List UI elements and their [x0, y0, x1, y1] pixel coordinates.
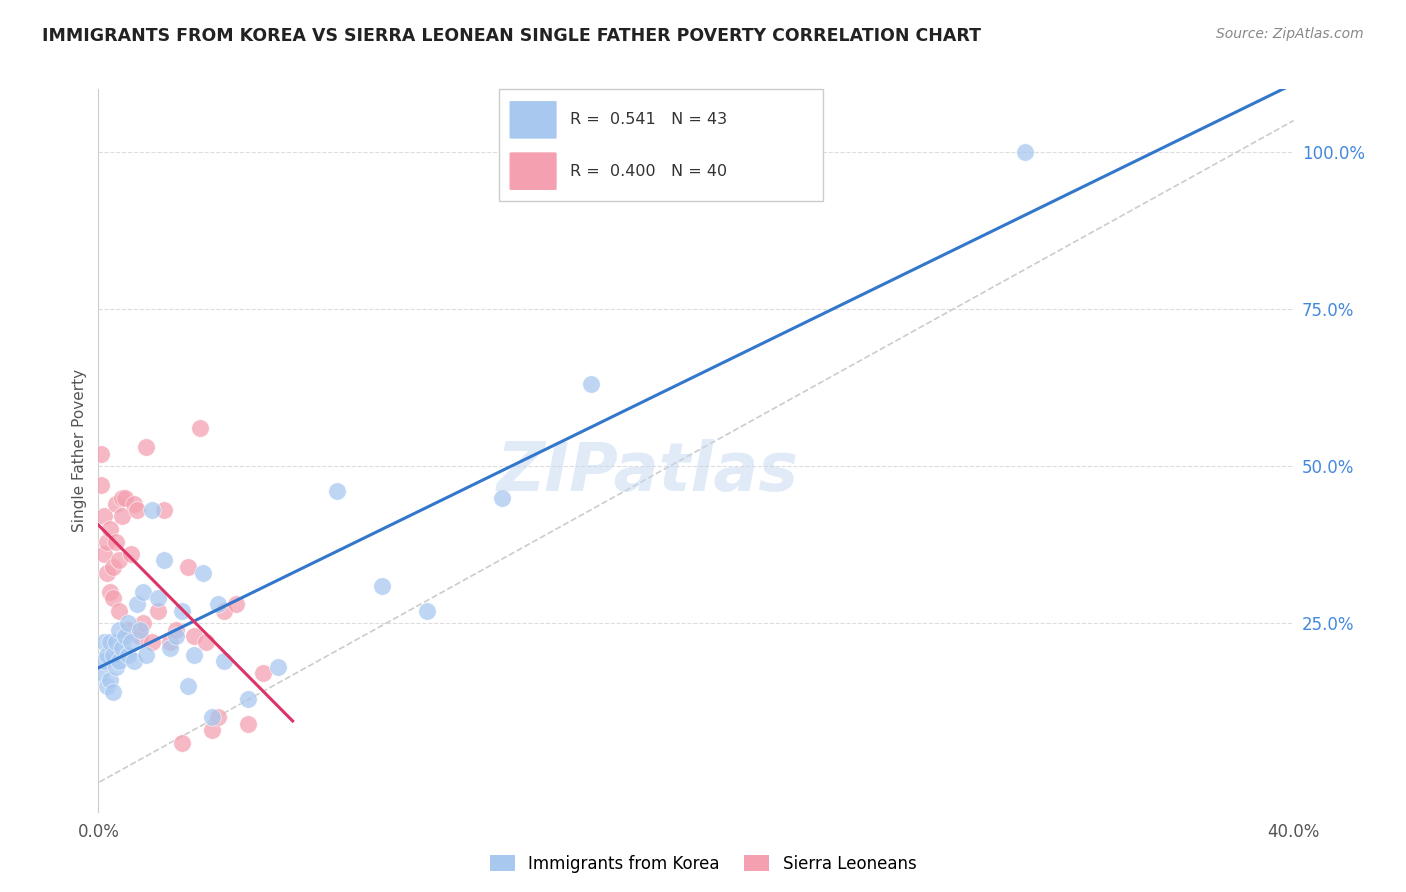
Point: [105, 660, 128, 674]
Point: [105, 534, 128, 549]
Point: [195, 635, 218, 649]
Point: [90, 666, 112, 681]
FancyBboxPatch shape: [509, 100, 557, 139]
Point: [236, 691, 259, 706]
Point: [93, 547, 115, 561]
Point: [159, 641, 181, 656]
Point: [201, 723, 224, 737]
Point: [159, 635, 181, 649]
Legend: Immigrants from Korea, Sierra Leoneans: Immigrants from Korea, Sierra Leoneans: [482, 848, 924, 880]
Point: [105, 635, 128, 649]
Y-axis label: Single Father Poverty: Single Father Poverty: [72, 369, 87, 532]
Point: [124, 497, 146, 511]
Point: [252, 666, 274, 681]
Point: [96, 534, 118, 549]
Point: [103, 559, 125, 574]
Point: [93, 509, 115, 524]
Point: [132, 584, 155, 599]
Point: [201, 710, 224, 724]
Point: [108, 623, 131, 637]
Point: [183, 629, 205, 643]
Point: [103, 648, 125, 662]
Point: [108, 654, 131, 668]
Point: [90, 447, 112, 461]
Point: [212, 604, 235, 618]
Point: [120, 547, 142, 561]
Point: [129, 629, 152, 643]
Point: [105, 497, 128, 511]
Point: [93, 635, 115, 649]
Point: [127, 598, 149, 612]
Point: [135, 440, 157, 454]
Point: [207, 710, 229, 724]
Point: [120, 635, 142, 649]
Point: [117, 623, 139, 637]
Text: Source: ZipAtlas.com: Source: ZipAtlas.com: [1216, 27, 1364, 41]
Point: [96, 679, 118, 693]
Point: [188, 421, 211, 435]
Point: [153, 553, 176, 567]
Point: [132, 616, 155, 631]
Point: [114, 491, 136, 505]
Text: ZIPatlas: ZIPatlas: [498, 439, 799, 505]
Point: [111, 641, 134, 656]
Point: [103, 685, 125, 699]
Point: [93, 654, 115, 668]
Point: [148, 591, 170, 606]
Point: [371, 578, 394, 592]
Point: [129, 623, 152, 637]
Point: [165, 629, 187, 643]
Point: [225, 598, 247, 612]
Point: [491, 491, 513, 505]
Point: [90, 478, 112, 492]
Point: [148, 604, 170, 618]
Point: [108, 604, 131, 618]
Point: [103, 591, 125, 606]
Point: [108, 553, 131, 567]
Point: [98, 522, 122, 536]
Point: [236, 716, 259, 731]
FancyBboxPatch shape: [509, 152, 557, 191]
Point: [117, 648, 139, 662]
Point: [111, 491, 134, 505]
Point: [111, 509, 134, 524]
Point: [117, 616, 139, 631]
Point: [98, 635, 122, 649]
Point: [96, 566, 118, 580]
Point: [165, 623, 187, 637]
Point: [207, 598, 229, 612]
Point: [183, 648, 205, 662]
FancyBboxPatch shape: [499, 89, 823, 201]
Point: [141, 503, 163, 517]
Point: [172, 736, 194, 750]
Point: [267, 660, 290, 674]
Point: [1014, 145, 1036, 159]
Point: [98, 584, 122, 599]
Point: [212, 654, 235, 668]
Text: R =  0.541   N = 43: R = 0.541 N = 43: [571, 112, 727, 128]
Text: R =  0.400   N = 40: R = 0.400 N = 40: [571, 163, 727, 178]
Point: [98, 673, 122, 687]
Point: [127, 503, 149, 517]
Text: IMMIGRANTS FROM KOREA VS SIERRA LEONEAN SINGLE FATHER POVERTY CORRELATION CHART: IMMIGRANTS FROM KOREA VS SIERRA LEONEAN …: [42, 27, 981, 45]
Point: [177, 559, 200, 574]
Point: [135, 648, 157, 662]
Point: [124, 654, 146, 668]
Point: [191, 566, 214, 580]
Point: [581, 377, 603, 392]
Point: [326, 484, 349, 499]
Point: [172, 604, 194, 618]
Point: [177, 679, 200, 693]
Point: [416, 604, 439, 618]
Point: [153, 503, 176, 517]
Point: [141, 635, 163, 649]
Point: [114, 629, 136, 643]
Point: [96, 648, 118, 662]
